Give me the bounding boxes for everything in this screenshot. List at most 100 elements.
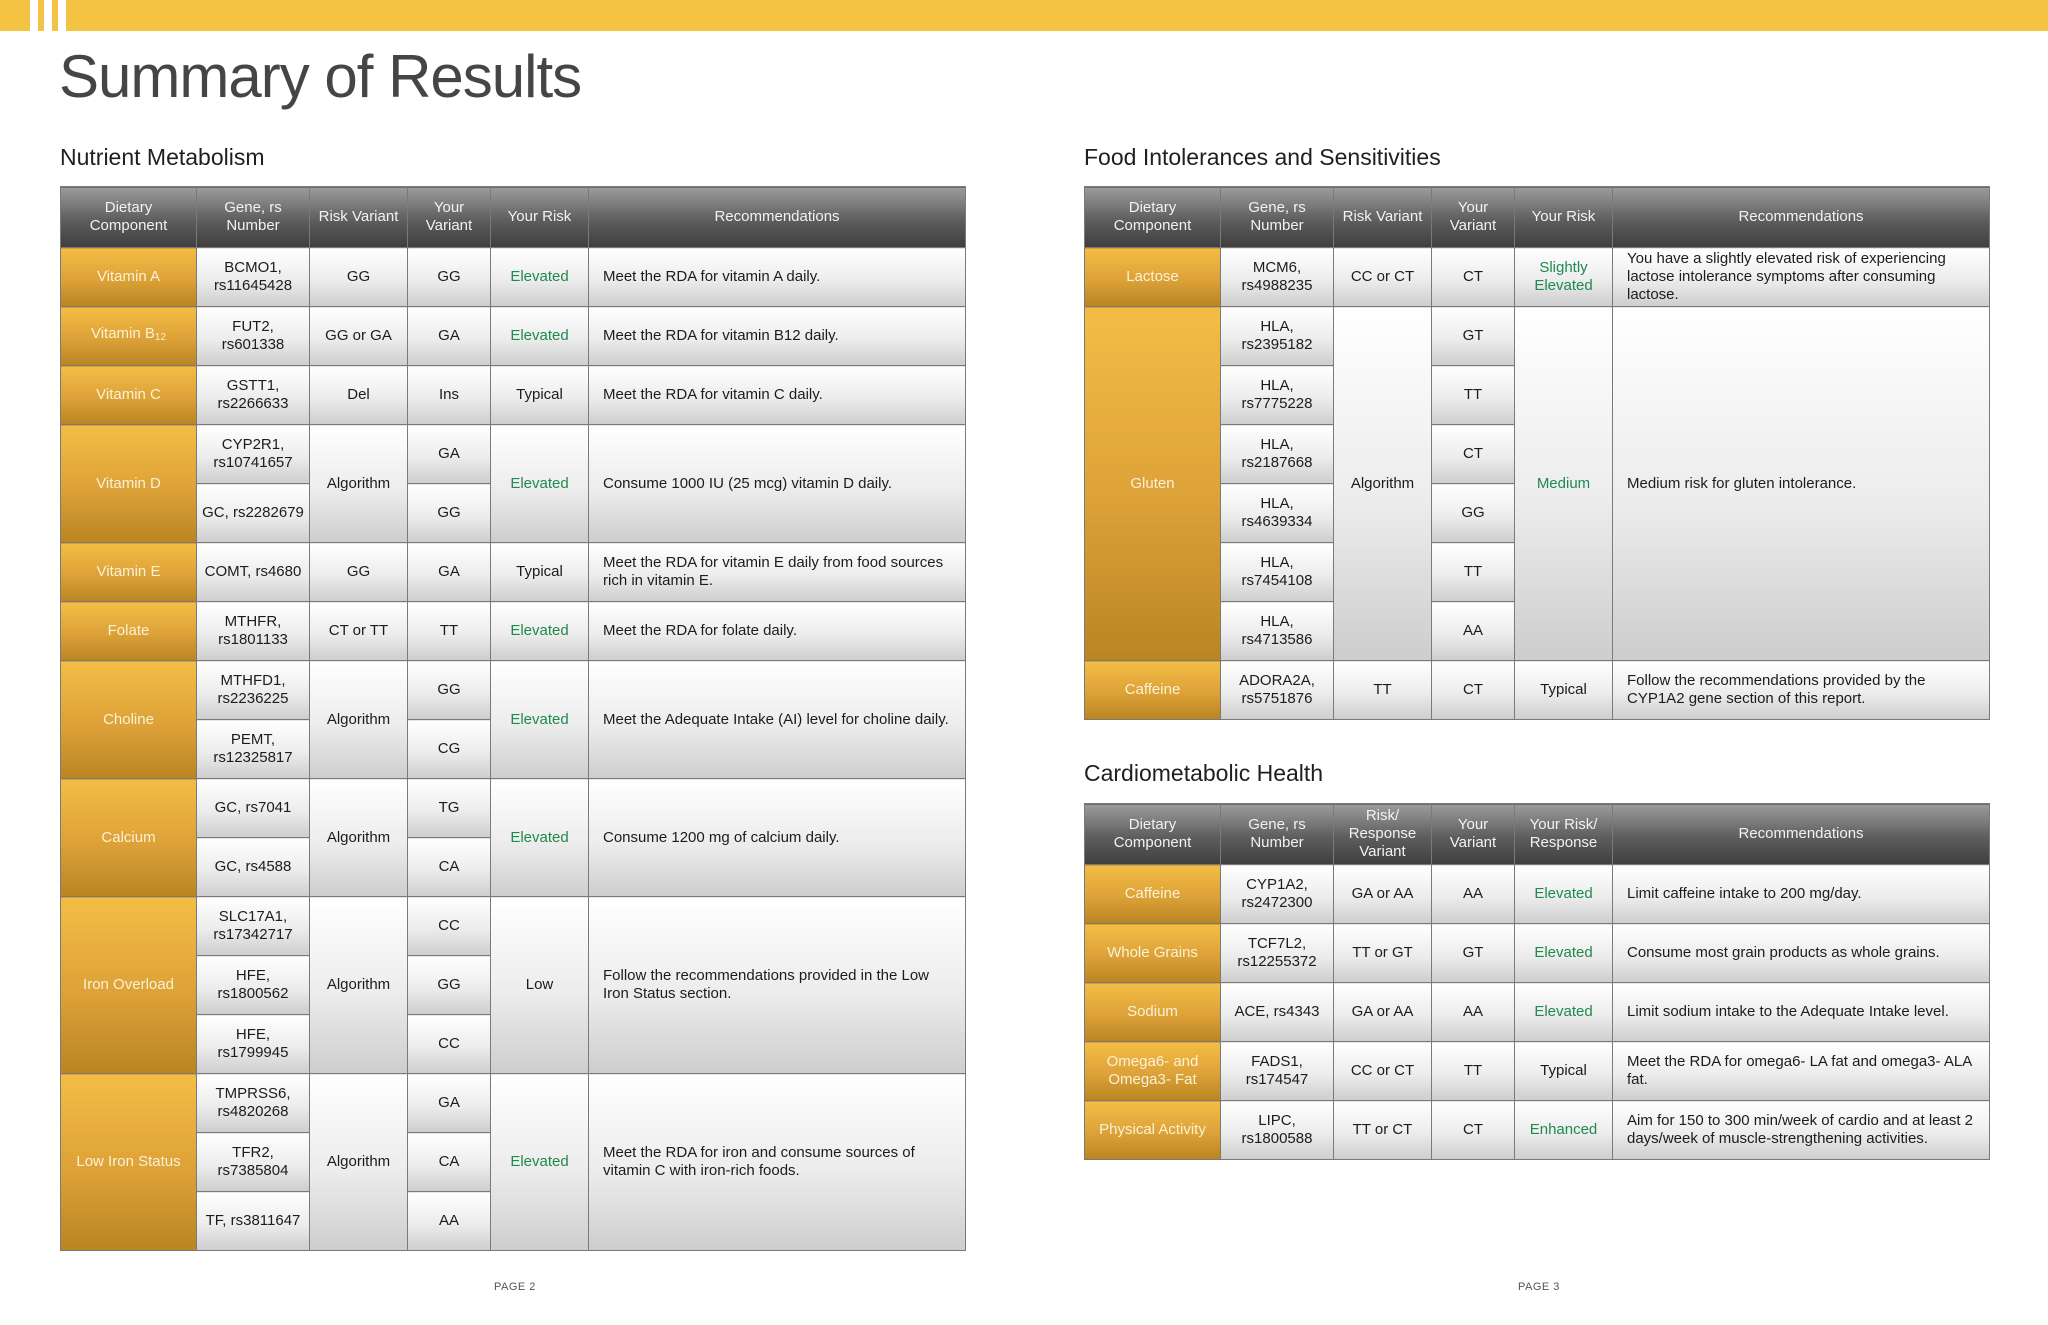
your-variant: CA <box>407 1132 491 1192</box>
your-risk: Enhanced <box>1514 1100 1613 1160</box>
risk-variant: GA or AA <box>1333 864 1432 924</box>
your-variant: AA <box>1431 982 1515 1042</box>
gene-rs-number: ADORA2A, rs5751876 <box>1220 660 1334 720</box>
dietary-component-cell: Low Iron Status <box>60 1073 197 1251</box>
gene-rs-number: HLA, rs4639334 <box>1220 483 1334 543</box>
table-row: Vitamin B12 FUT2, rs601338 GG or GA GA Eleva… <box>60 306 966 366</box>
dietary-component: Iron Overload <box>83 976 174 993</box>
risk-variant: Algorithm <box>1333 306 1432 661</box>
your-variant: GA <box>407 424 491 484</box>
your-risk: Elevated <box>490 660 589 779</box>
gene-rs-number: SLC17A1, rs17342717 <box>196 896 310 956</box>
dietary-component-cell: Omega6- and Omega3- Fat <box>1084 1041 1221 1101</box>
recommendation: Consume 1200 mg of calcium daily. <box>588 778 966 897</box>
table-row: Vitamin D CYP2R1, rs10741657 Algorithm GA El… <box>60 424 966 543</box>
dietary-component: Sodium <box>1127 1003 1178 1020</box>
table-row: HLA, rs7775228 TT <box>1085 365 1990 425</box>
gene-rs-number: TMPRSS6, rs4820268 <box>196 1073 310 1133</box>
nutrient-table: Dietary Component Gene, rs Number Risk Var… <box>60 186 966 1251</box>
column-header: Risk Variant <box>1333 186 1432 248</box>
dietary-component-cell: Iron Overload <box>60 896 197 1074</box>
table-row: Lactose MCM6, rs4988235 CC or CT CT Slightly… <box>1084 247 1990 307</box>
food-table: Dietary Component Gene, rs Number Risk Var… <box>1084 186 1990 720</box>
column-header: Dietary Component <box>1084 186 1221 248</box>
dietary-component-cell: Calcium <box>60 778 197 897</box>
risk-variant: CC or CT <box>1333 1041 1432 1101</box>
recommendation: Meet the RDA for vitamin C daily. <box>588 365 966 425</box>
gene-rs-number: TCF7L2, rs12255372 <box>1220 923 1334 983</box>
gene-rs-number: GC, rs2282679 <box>196 483 310 543</box>
dietary-component: Folate <box>107 622 150 639</box>
your-variant: GG <box>407 660 491 720</box>
accent-stripe <box>44 0 52 31</box>
gene-rs-number: CYP1A2, rs2472300 <box>1220 864 1334 924</box>
column-header: Risk/ Response Variant <box>1333 803 1432 865</box>
gene-rs-number: HLA, rs2187668 <box>1220 424 1334 484</box>
recommendation: Meet the RDA for iron and consume source… <box>588 1073 966 1251</box>
your-variant: TT <box>1431 1041 1515 1101</box>
column-header: Recommendations <box>1612 186 1990 248</box>
dietary-component-cell: Vitamin C <box>60 365 197 425</box>
recommendation: Meet the RDA for vitamin A daily. <box>588 247 966 307</box>
dietary-component: Omega6- and Omega3- Fat <box>1106 1053 1199 1088</box>
your-variant: GG <box>1431 483 1515 543</box>
dietary-component-cell: Vitamin E <box>60 542 197 602</box>
table-row: Sodium ACE, rs4343 GA or AA AA Elevated Limit… <box>1084 982 1990 1042</box>
dietary-component-cell: Caffeine <box>1084 660 1221 720</box>
dietary-component-cell: Vitamin A <box>60 247 197 307</box>
risk-variant: Algorithm <box>309 424 408 543</box>
top-accent-bar <box>0 0 2048 31</box>
table-row: HFE, rs1799945 CC <box>61 1014 966 1074</box>
dietary-component-cell: Gluten <box>1084 306 1221 661</box>
table-row: GC, rs2282679 GG <box>61 483 966 543</box>
table-row: Vitamin E COMT, rs4680 GG GA Typical Meet the… <box>60 542 966 602</box>
column-header: Your Variant <box>1431 186 1515 248</box>
your-variant: CC <box>407 1014 491 1074</box>
risk-variant: Algorithm <box>309 778 408 897</box>
gene-rs-number: HLA, rs2395182 <box>1220 306 1334 366</box>
page-title: Summary of Results <box>59 43 582 110</box>
your-risk: Typical <box>490 365 589 425</box>
your-variant: CT <box>1431 660 1515 720</box>
column-header: Recommendations <box>1612 803 1990 865</box>
dietary-component: Vitamin D <box>96 474 161 492</box>
table-row: HLA, rs2187668 CT <box>1085 424 1990 484</box>
your-variant: CT <box>1431 247 1515 307</box>
risk-variant: CT or TT <box>309 601 408 661</box>
your-risk: Typical <box>1514 1041 1613 1101</box>
your-variant: AA <box>1431 601 1515 661</box>
your-variant: GG <box>407 955 491 1015</box>
table-header-row: Dietary Component Gene, rs Number Risk Var… <box>60 186 966 248</box>
your-risk: Typical <box>490 542 589 602</box>
dietary-component: Lactose <box>1126 268 1179 285</box>
dietary-component-cell: Folate <box>60 601 197 661</box>
gene-rs-number: HLA, rs7775228 <box>1220 365 1334 425</box>
column-header: Your Risk <box>1514 186 1613 248</box>
column-header: Your Risk/ Response <box>1514 803 1613 865</box>
table-row: Vitamin A BCMO1, rs11645428 GG GG Elevated Me… <box>60 247 966 307</box>
risk-variant: GG or GA <box>309 306 408 366</box>
your-risk: Elevated <box>490 1073 589 1251</box>
your-variant: GA <box>407 542 491 602</box>
nutrient-section-title: Nutrient Metabolism <box>60 144 265 170</box>
column-header: Gene, rs Number <box>1220 803 1334 865</box>
gene-rs-number: TFR2, rs7385804 <box>196 1132 310 1192</box>
table-row: Iron Overload SLC17A1, rs17342717 Algorith… <box>60 896 966 1074</box>
your-risk: Elevated <box>1514 864 1613 924</box>
your-risk: Elevated <box>490 247 589 307</box>
table-row: PEMT, rs12325817 CG <box>61 719 966 779</box>
table-row: Folate MTHFR, rs1801133 CT or TT TT Elevated… <box>60 601 966 661</box>
dietary-component: Vitamin B <box>90 325 155 342</box>
table-row: HLA, rs4713586 AA <box>1085 601 1990 661</box>
recommendation: Meet the RDA for folate daily. <box>588 601 966 661</box>
gene-rs-number: LIPC, rs1800588 <box>1220 1100 1334 1160</box>
food-section-title: Food Intolerances and Sensitivities <box>1084 144 1441 170</box>
table-row: HFE, rs1800562 GG <box>61 955 966 1015</box>
table-row: Omega6- and Omega3- Fat FADS1, rs174547 CC… <box>1084 1041 1990 1101</box>
recommendation: Meet the Adequate Intake (AI) level for … <box>588 660 966 779</box>
page-number-right: PAGE 3 <box>1518 1281 1560 1293</box>
gene-rs-number: HFE, rs1800562 <box>196 955 310 1015</box>
risk-variant: TT or CT <box>1333 1100 1432 1160</box>
risk-variant: Algorithm <box>309 1073 408 1251</box>
risk-variant: TT <box>1333 660 1432 720</box>
